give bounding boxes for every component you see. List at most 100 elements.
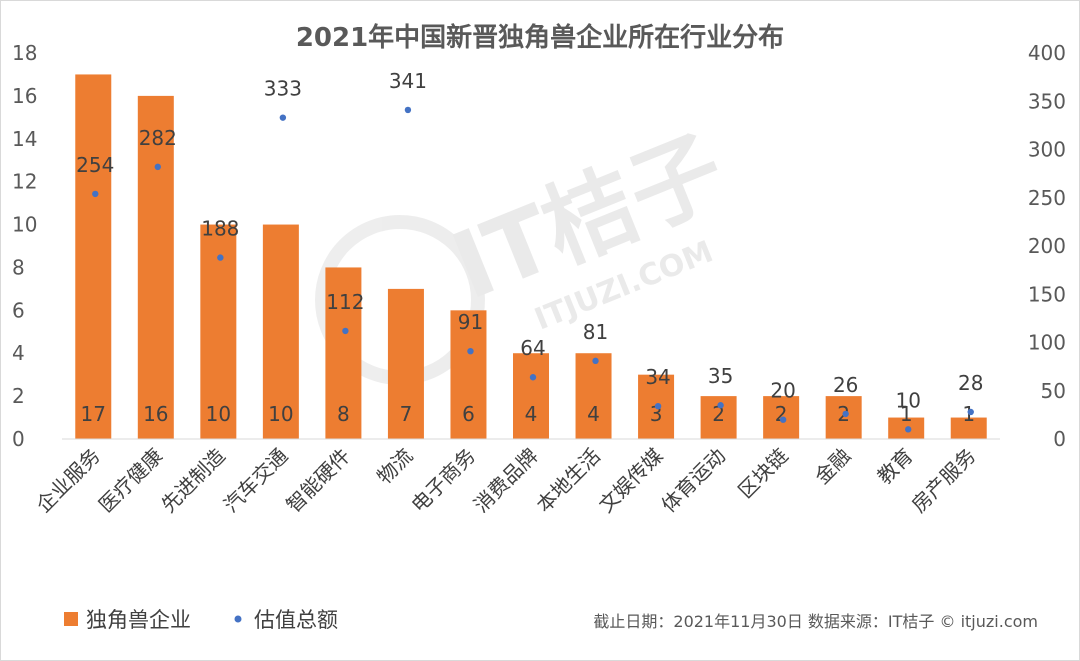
bar-data-label: 6 [462,402,475,426]
legend-bar-label: 独角兽企业 [86,608,191,632]
y-axis-right: 0 50 100 150 200 250 300 350 400 [1028,41,1066,451]
scatter-data-label: 333 [264,77,302,101]
scatter-point [92,190,99,198]
scatter-data-label: 341 [389,69,427,93]
scatter-point [467,347,474,355]
bar-data-label: 8 [337,402,350,426]
x-category-label: 汽车交通 [219,444,293,518]
y-left-tick-label: 12 [12,170,37,194]
x-category-label: 教育 [872,444,917,489]
y-right-tick-label: 200 [1028,234,1066,258]
bar [450,310,487,439]
bar [513,353,549,439]
bar-data-label: 10 [268,402,293,426]
x-category-label: 企业服务 [31,444,105,518]
scatter-data-label: 35 [708,364,733,388]
bar-data-label: 1 [900,402,913,426]
y-axis-left: 0 2 4 6 8 10 12 14 16 18 [12,41,37,451]
scatter-data-label: 20 [770,379,795,403]
y-right-tick-label: 50 [1041,379,1066,403]
x-category-label: 先进制造 [156,444,230,518]
x-category-label: 本地生活 [532,444,606,518]
y-left-tick-label: 4 [12,341,25,365]
legend-dot-label: 估值总额 [254,608,338,632]
bar-data-label: 7 [400,402,413,426]
scatter-point [154,163,161,171]
y-left-tick-label: 0 [12,427,25,451]
scatter-data-label: 10 [895,388,920,412]
y-left-tick-label: 16 [12,84,37,108]
bar-data-label: 2 [775,402,788,426]
bar [825,396,862,439]
bar-data-label: 17 [81,402,106,426]
scatter-point [905,426,912,433]
scatter-point [342,327,349,335]
bar-data-label: 4 [587,402,600,426]
y-left-tick-label: 14 [12,127,37,151]
scatter-data-label: 28 [958,371,983,395]
scatter-point [717,402,724,409]
bar [387,288,424,439]
scatter-data-labels: 254 282 188 333 112 341 91 64 81 34 35 20 26 10 28 [76,69,983,412]
bar-data-labels: 1716101087644322211 [81,402,976,426]
x-category-label: 电子商务 [406,444,480,518]
scatter-point [779,416,787,423]
x-category-label: 体育运动 [657,444,731,518]
scatter-point [279,114,287,121]
scatter-data-label: 34 [645,365,670,389]
y-left-tick-label: 2 [12,384,25,408]
x-category-label: 金融 [810,444,855,489]
bar [575,353,612,439]
y-left-tick-label: 8 [12,255,25,279]
y-left-tick-label: 18 [12,41,37,65]
scatter-data-label: 64 [520,336,545,360]
bar [262,224,299,439]
scatter-point [404,106,412,114]
scatter-series [92,106,974,433]
x-category-label: 物流 [372,444,417,489]
y-right-tick-label: 250 [1028,186,1066,210]
y-right-tick-label: 0 [1053,427,1066,451]
legend-dot-swatch [234,615,242,623]
y-right-tick-label: 350 [1028,89,1066,113]
bar-data-label: 10 [206,402,231,426]
bar-series [75,74,987,439]
x-category-label: 区块链 [733,444,792,503]
scatter-data-label: 282 [139,126,177,150]
x-category-label: 房产服务 [907,444,981,518]
scatter-point [967,408,974,416]
scatter-data-label: 26 [833,373,858,397]
y-left-tick-label: 10 [12,213,37,237]
scatter-data-label: 188 [201,217,239,241]
scatter-point [654,402,662,410]
y-right-tick-label: 100 [1028,331,1066,355]
scatter-data-label: 91 [458,310,483,334]
bar [200,224,237,439]
x-category-label: 医疗健康 [94,444,168,518]
bar [137,95,174,439]
bar [950,417,987,439]
scatter-point [842,410,849,418]
legend: 独角兽企业 估值总额 [64,608,338,632]
bar [325,267,362,439]
bar-data-label: 16 [143,402,168,426]
chart-title: 2021年中国新晋独角兽企业所在行业分布 [296,22,784,53]
legend-bar-swatch [64,612,78,626]
scatter-data-label: 112 [326,290,364,314]
scatter-data-label: 81 [583,320,608,344]
bar-data-label: 4 [525,402,538,426]
y-right-tick-label: 150 [1028,282,1066,306]
x-category-label: 消费品牌 [469,444,543,518]
scatter-point [217,254,224,261]
scatter-point [529,374,537,381]
scatter-data-label: 254 [76,153,114,177]
y-right-tick-label: 400 [1028,41,1066,65]
y-left-tick-label: 6 [12,298,25,322]
source-note: 截止日期：2021年11月30日 数据来源：IT桔子 © itjuzi.com [593,612,1038,631]
x-category-label: 智能硬件 [281,444,355,518]
y-right-tick-label: 300 [1028,138,1066,162]
scatter-point [592,357,599,365]
